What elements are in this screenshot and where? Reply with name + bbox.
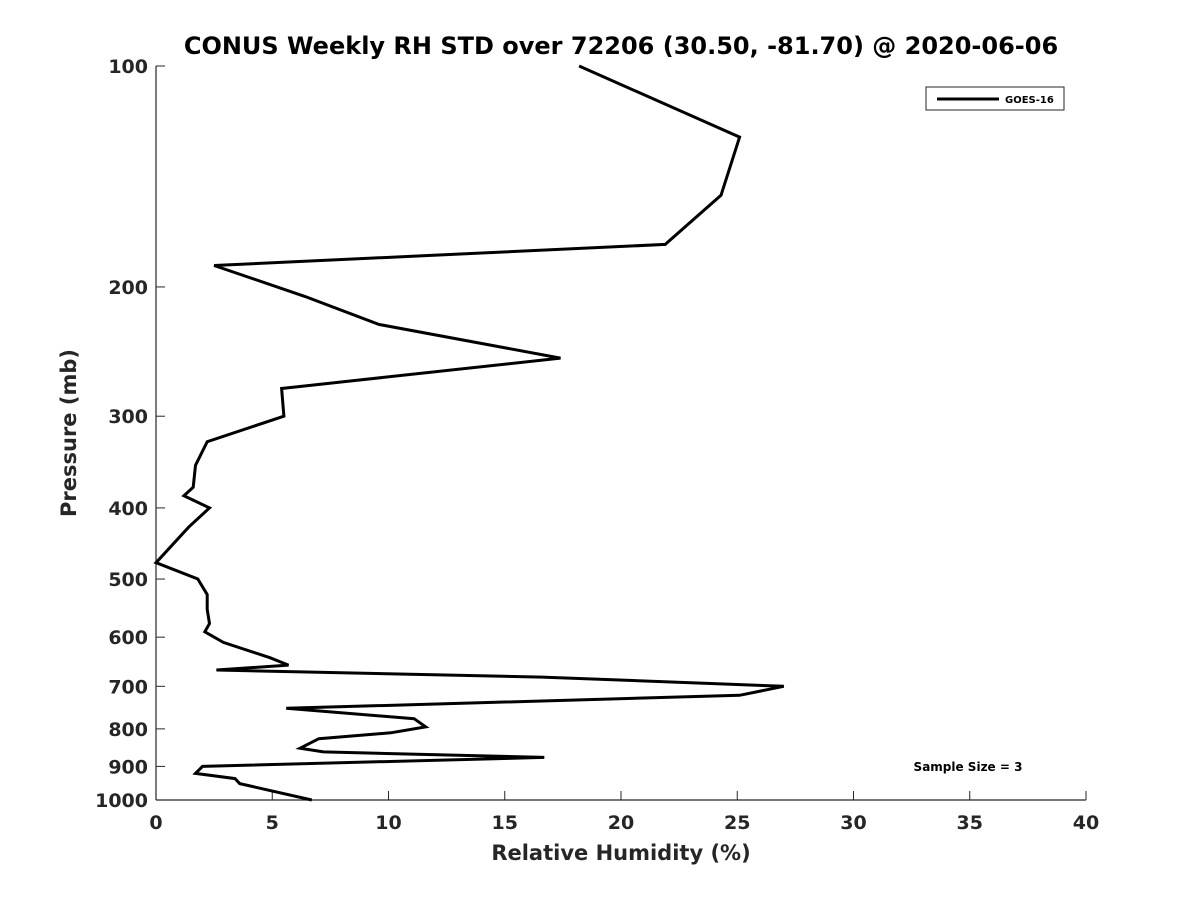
y-tick-label: 500: [108, 569, 148, 591]
y-tick-label: 800: [108, 719, 148, 741]
legend-entry-goes-16: GOES-16: [1005, 95, 1054, 106]
y-tick-label: 200: [108, 277, 148, 299]
chart-title: CONUS Weekly RH STD over 72206 (30.50, -…: [184, 32, 1058, 60]
x-ticks: 0 5 10 15 20 25 30 35 40: [149, 791, 1099, 834]
legend: GOES-16: [925, 86, 1065, 111]
y-tick-label: 700: [108, 676, 148, 698]
y-tick-label: 600: [108, 627, 148, 649]
y-tick-label: 900: [108, 756, 148, 778]
x-tick-label: 0: [149, 812, 162, 834]
x-tick-label: 15: [492, 812, 518, 834]
x-tick-label: 40: [1073, 812, 1099, 834]
y-ticks: 100 200 300 400 500 600 700 800 900 1000: [95, 56, 165, 812]
y-tick-label: 1000: [95, 790, 148, 812]
sample-size-annotation: Sample Size = 3: [914, 760, 1023, 774]
series-line-goes-16: [153, 64, 785, 802]
y-tick-label: 300: [108, 406, 148, 428]
x-tick-label: 30: [840, 812, 866, 834]
x-tick-label: 10: [375, 812, 401, 834]
series-layer: [153, 64, 785, 802]
x-tick-label: 25: [724, 812, 750, 834]
y-tick-label: 100: [108, 56, 148, 78]
x-tick-label: 35: [957, 812, 983, 834]
x-axis-label: Relative Humidity (%): [491, 841, 750, 865]
y-axis-label: Pressure (mb): [57, 349, 81, 517]
plot-area: 0 5 10 15 20 25 30 35 40 100 200 300 400 500 600 700 80…: [95, 56, 1099, 834]
x-tick-label: 20: [608, 812, 634, 834]
x-tick-label: 5: [266, 812, 279, 834]
y-tick-label: 400: [108, 498, 148, 520]
